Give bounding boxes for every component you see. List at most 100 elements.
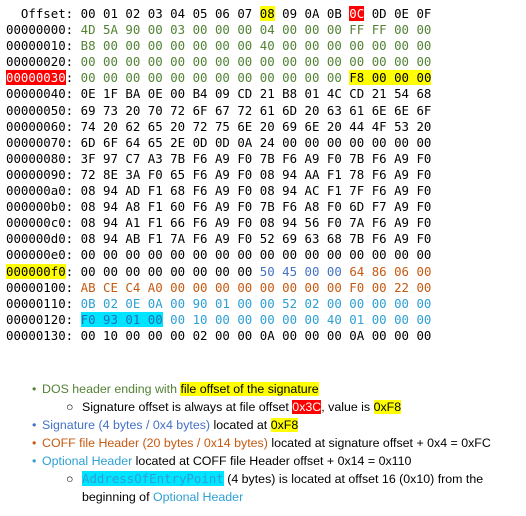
hex-byte: A9 (214, 166, 230, 182)
hex-byte: 00 (304, 279, 320, 295)
hex-byte: 20 (259, 118, 275, 134)
hex-byte: 78 (349, 166, 365, 182)
hex-byte: 00 (326, 134, 342, 150)
hex-byte: 08 (80, 183, 96, 199)
hex-byte: 00 (170, 70, 186, 86)
hex-byte: 00 (192, 279, 208, 295)
hex-byte: F0 (80, 311, 96, 327)
hex-byte: 00 (371, 38, 387, 54)
hex-byte: 94 (103, 199, 118, 215)
hex-byte: 97 (103, 150, 118, 166)
hex-byte: F0 (237, 183, 253, 199)
hex-byte: 00 (416, 70, 432, 86)
hex-byte: F6 (282, 199, 298, 215)
hex-byte: B8 (282, 86, 298, 102)
hex-byte: 4C (326, 86, 342, 102)
hex-offset: 000000a0: (6, 183, 74, 199)
hex-byte: A0 (147, 279, 163, 295)
hex-byte: F0 (237, 150, 253, 166)
hex-byte: F6 (282, 150, 298, 166)
hex-byte: 22 (394, 279, 409, 295)
hex-byte: 02 (192, 327, 208, 343)
hex-byte: AB (125, 231, 141, 247)
hex-byte: 00 (237, 295, 253, 311)
hex-row: 00000080: 3F 97 C7 A3 7B F6 A9 F0 7B F6 … (6, 151, 431, 167)
hex-byte: 00 (237, 311, 253, 327)
hex-byte: 20 (416, 118, 432, 134)
hex-row: 00000070: 6D 6F 64 65 2E 0D 0D 0A 24 00 … (6, 135, 431, 151)
hex-row: 00000030: 00 00 00 00 00 00 00 00 00 00 … (6, 70, 432, 86)
hex-byte: F6 (371, 231, 387, 247)
hex-byte: 00 (147, 247, 163, 263)
hex-byte: A9 (394, 231, 409, 247)
bullet-icon: • (32, 418, 37, 432)
hex-byte: 56 (304, 215, 320, 231)
hex-byte: 94 (103, 231, 118, 247)
hex-byte: 00 (192, 263, 208, 279)
hex-byte: 0E (147, 86, 163, 102)
hex-byte: F0 (237, 215, 253, 231)
hex-byte: 00 (416, 295, 432, 311)
hex-byte: 00 (80, 327, 96, 343)
hex-byte: 00 (214, 38, 230, 54)
hex-offset: 00000080: (6, 150, 74, 166)
highlight-text: AddressOfEntryPoint (82, 471, 224, 486)
hex-byte: 00 (304, 134, 320, 150)
hex-byte: 00 (349, 134, 365, 150)
hex-byte: 0A (147, 295, 163, 311)
hex-byte: 68 (416, 86, 432, 102)
note-colored: Signature (4 bytes / 0x4 bytes) (42, 418, 211, 432)
hex-byte: F0 (349, 279, 365, 295)
hex-byte: 00 (80, 247, 96, 263)
note-text: beginning of (82, 490, 153, 504)
hex-row: 00000000: 4D 5A 90 00 03 00 00 00 04 00 … (6, 22, 431, 38)
hex-byte: 90 (125, 22, 141, 38)
hex-column-header: 0A (304, 6, 320, 21)
hex-byte: F1 (147, 199, 163, 215)
hex-byte: 00 (103, 38, 118, 54)
hex-byte: 00 (125, 327, 141, 343)
hex-byte: 0D (192, 134, 208, 150)
hex-byte: 00 (103, 54, 118, 70)
hex-byte: 52 (259, 231, 275, 247)
hex-byte: 00 (259, 54, 275, 70)
hex-byte: 00 (259, 279, 275, 295)
hex-byte: 7B (259, 199, 275, 215)
hex-byte: A9 (394, 166, 409, 182)
hex-byte: 08 (259, 215, 275, 231)
hex-byte: 00 (147, 38, 163, 54)
hex-byte: 00 (170, 86, 186, 102)
hex-offset: 00000000: (6, 22, 74, 38)
hex-byte: A9 (394, 199, 409, 215)
hex-column-header: 04 (170, 6, 186, 21)
hex-byte: 00 (282, 38, 298, 54)
hex-byte: F6 (192, 183, 208, 199)
hex-byte: 00 (237, 263, 253, 279)
hex-byte: 00 (214, 247, 230, 263)
hex-byte: 10 (192, 311, 208, 327)
hex-column-header: 02 (125, 6, 141, 21)
circle-bullet-icon: ○ (66, 400, 74, 414)
hex-byte: 63 (326, 102, 342, 118)
hex-byte: A1 (125, 215, 141, 231)
hex-byte: 90 (192, 295, 208, 311)
hex-byte: FF (349, 22, 365, 38)
hex-byte: 00 (394, 295, 409, 311)
hex-byte: 00 (326, 38, 342, 54)
hex-byte: 7A (349, 215, 365, 231)
hex-byte: 0A (237, 134, 253, 150)
hex-byte: 68 (170, 183, 186, 199)
hex-offset: 000000e0: (6, 247, 74, 263)
hex-byte: 00 (125, 54, 141, 70)
hex-byte: 00 (394, 327, 409, 343)
hex-byte: 21 (259, 86, 275, 102)
hex-byte: 00 (282, 54, 298, 70)
note-colored: Optional Header (42, 454, 133, 468)
hex-byte: B4 (192, 86, 208, 102)
hex-byte: 74 (80, 118, 96, 134)
hex-byte: 00 (394, 38, 409, 54)
bullet-icon: • (32, 436, 37, 450)
hex-byte: 7B (349, 231, 365, 247)
hex-byte: F0 (416, 231, 432, 247)
hex-row: 000000d0: 08 94 AB F1 7A F6 A9 F0 52 69 … (6, 231, 431, 247)
